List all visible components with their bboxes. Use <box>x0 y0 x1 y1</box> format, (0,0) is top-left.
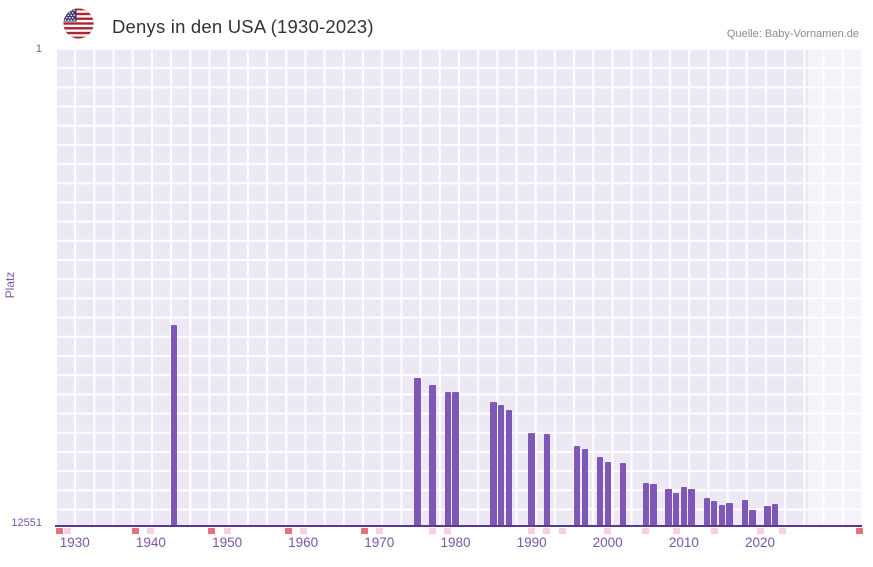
x-axis-labels: 1930 1940 1950 1960 1970 1980 1990 2000 2010 2020 <box>55 535 862 555</box>
unranked-year-mark-2033 <box>855 528 863 534</box>
x-tick-label-2000: 2000 <box>592 535 623 550</box>
unranked-year-mark-2014 <box>710 528 718 534</box>
rank-bar-2022[interactable] <box>772 503 779 525</box>
rank-bar-1977[interactable] <box>429 384 436 525</box>
unranked-year-mark-1958 <box>284 528 292 534</box>
bars-layer <box>55 48 862 525</box>
rank-bar-2016[interactable] <box>726 503 733 525</box>
rank-bar-1986[interactable] <box>497 405 505 525</box>
unranked-year-mark-1929 <box>63 528 71 534</box>
y-axis-min-label: 12551 <box>11 517 42 529</box>
unranked-marks-row <box>55 528 863 535</box>
x-tick-label-2010: 2010 <box>668 535 699 550</box>
unranked-year-mark-1960 <box>299 528 307 534</box>
unranked-year-mark-1977 <box>429 528 437 534</box>
y-axis-title: Platz <box>3 271 17 299</box>
unranked-year-mark-1979 <box>444 528 452 534</box>
x-tick-label-1970: 1970 <box>364 535 395 550</box>
rank-bar-2008[interactable] <box>665 489 672 525</box>
unranked-year-mark-1994 <box>558 528 566 534</box>
rank-bar-2014[interactable] <box>711 501 718 525</box>
rank-bar-2018[interactable] <box>741 499 748 525</box>
rank-bar-1987[interactable] <box>505 410 512 525</box>
y-axis-max-label: 1 <box>35 43 42 55</box>
unranked-year-mark-2009 <box>672 528 680 534</box>
x-axis-line <box>55 525 862 527</box>
unranked-year-mark-2020 <box>756 528 764 534</box>
unranked-year-mark-1950 <box>223 528 231 534</box>
rank-bar-2002[interactable] <box>619 463 627 525</box>
plot-area[interactable] <box>55 48 862 525</box>
unranked-year-mark-1928 <box>56 528 64 534</box>
rank-bar-2010[interactable] <box>680 487 688 525</box>
unranked-year-mark-2000 <box>604 528 612 534</box>
rank-bar-1997[interactable] <box>581 448 589 525</box>
future-band <box>808 48 862 525</box>
rank-bar-2021[interactable] <box>764 506 771 525</box>
rank-bar-2005[interactable] <box>642 482 649 525</box>
rank-bar-2019[interactable] <box>749 509 756 525</box>
unranked-year-mark-1938 <box>132 528 140 534</box>
x-tick-label-1990: 1990 <box>516 535 547 550</box>
unranked-year-mark-1992 <box>543 528 551 534</box>
rank-bar-2006[interactable] <box>650 483 657 525</box>
unranked-year-mark-1948 <box>208 528 216 534</box>
rank-bar-1999[interactable] <box>596 456 604 525</box>
rank-bar-1943[interactable] <box>170 325 177 525</box>
unranked-year-mark-1968 <box>360 528 368 534</box>
x-tick-label-1940: 1940 <box>135 535 166 550</box>
rank-bar-2009[interactable] <box>673 492 680 525</box>
x-tick-label-1930: 1930 <box>59 535 90 550</box>
rank-bar-2011[interactable] <box>688 488 695 525</box>
unranked-year-mark-2005 <box>642 528 650 534</box>
unranked-year-mark-1990 <box>528 528 536 534</box>
rank-bar-2013[interactable] <box>703 497 710 525</box>
rank-bar-1985[interactable] <box>490 402 497 525</box>
rank-bar-2000[interactable] <box>604 461 611 525</box>
x-tick-label-1950: 1950 <box>212 535 243 550</box>
rank-bar-1979[interactable] <box>444 391 451 525</box>
rank-bar-1975[interactable] <box>414 377 421 525</box>
x-tick-label-1980: 1980 <box>440 535 471 550</box>
rank-bar-1990[interactable] <box>528 433 535 525</box>
x-tick-label-1960: 1960 <box>288 535 319 550</box>
unranked-year-mark-1940 <box>147 528 155 534</box>
rank-bar-2015[interactable] <box>718 505 726 525</box>
unranked-year-mark-1970 <box>375 528 383 534</box>
unranked-year-mark-2023 <box>779 528 787 534</box>
rank-bar-1980[interactable] <box>452 391 459 525</box>
source-label: Quelle: Baby-Vornamen.de <box>726 28 859 40</box>
rank-bar-1992[interactable] <box>543 434 550 525</box>
chart-title: Denys in den USA (1930-2023) <box>112 16 374 37</box>
us-flag-icon <box>63 8 94 39</box>
rank-bar-1996[interactable] <box>574 445 581 525</box>
x-tick-label-2020: 2020 <box>744 535 776 550</box>
